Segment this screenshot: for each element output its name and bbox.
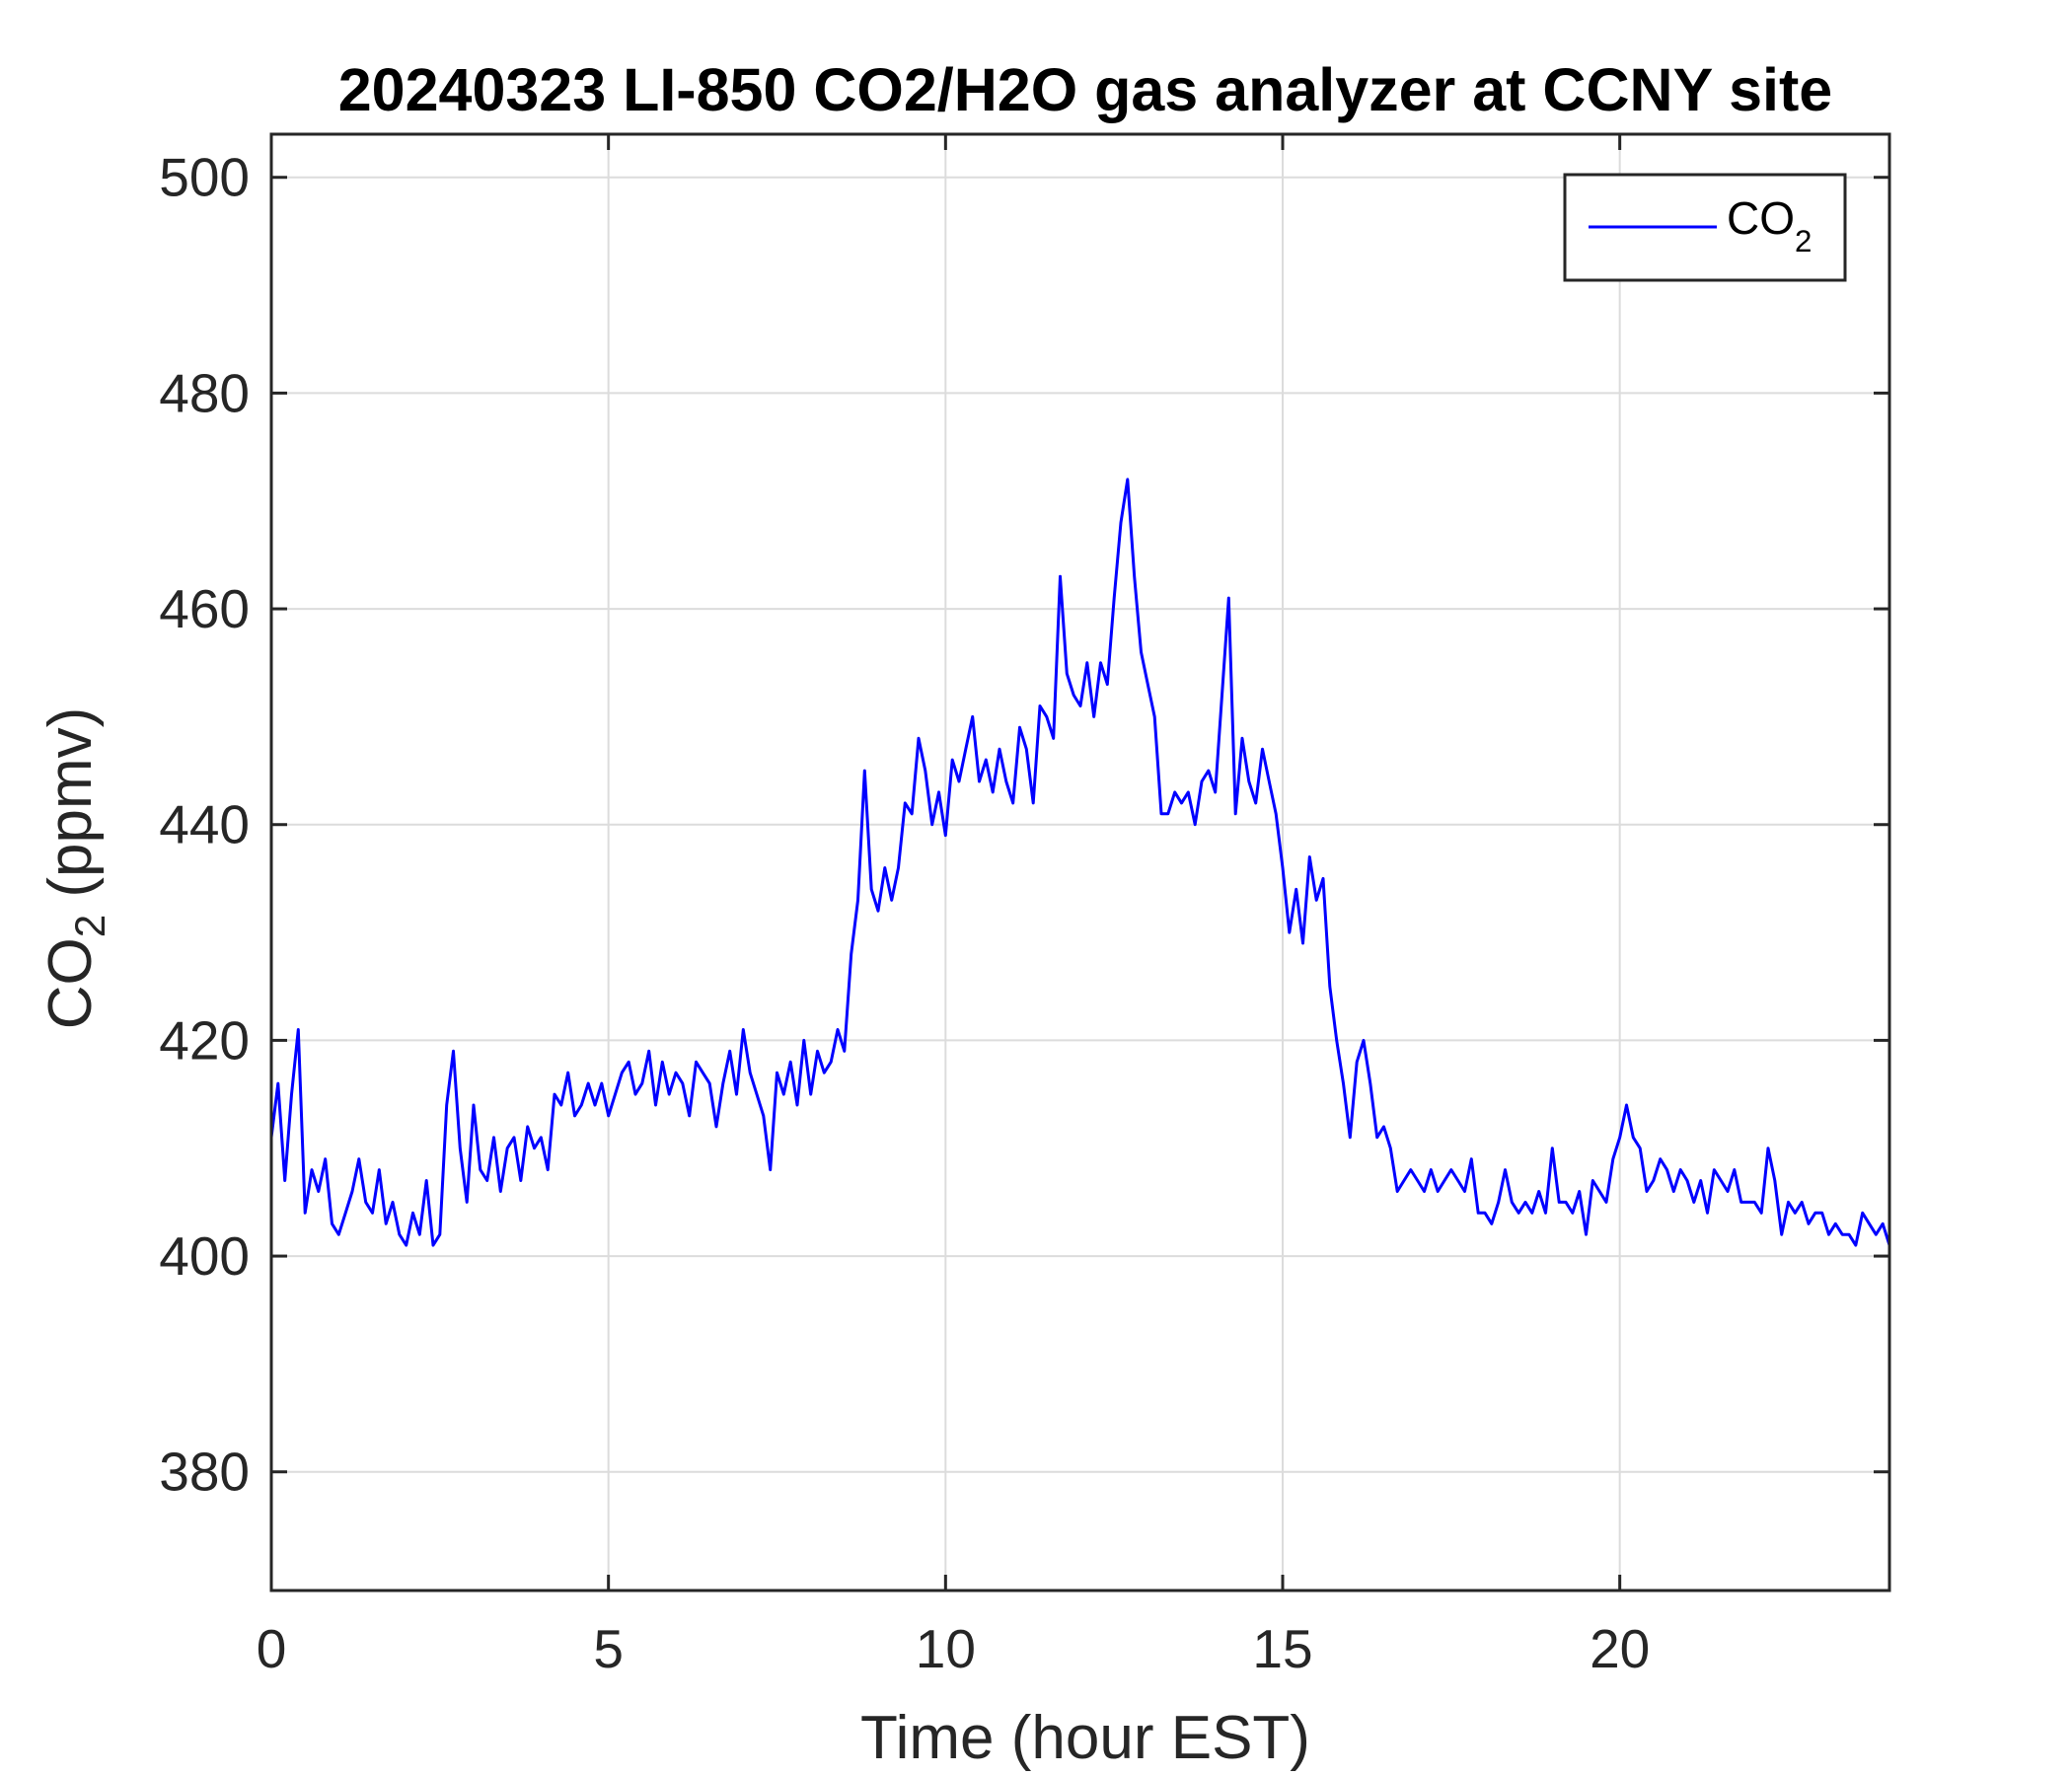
legend: CO2 [1563,173,1847,282]
x-tick-label: 10 [916,1618,976,1679]
x-tick-label: 0 [257,1618,287,1679]
plot-area [271,134,1889,1591]
series-layer [271,478,1889,1247]
x-axis-label: Time (hour EST) [860,1704,1310,1772]
x-tick-label: 20 [1590,1618,1650,1679]
x-axis-ticks: 0 5 10 15 20 [257,134,1650,1679]
x-tick-label: 15 [1252,1618,1312,1679]
y-tick-label: 420 [159,1009,250,1071]
legend-label-co2: CO2 [1727,192,1812,259]
y-tick-label: 480 [159,362,250,423]
y-tick-label: 400 [159,1225,250,1287]
axes-box [269,132,1891,1592]
y-tick-label: 440 [159,794,250,855]
y-tick-label: 380 [159,1442,250,1503]
chart-title: 20240323 LI-850 CO2/H2O gas analyzer at … [338,56,1833,123]
series-line-0 [271,478,1889,1247]
y-axis-label: CO2 (ppmv) [37,707,113,1030]
y-tick-label: 500 [159,147,250,208]
y-axis-ticks: 380 400 420 440 460 480 500 [159,147,1889,1503]
x-tick-label: 5 [593,1618,624,1679]
y-tick-label: 460 [159,578,250,639]
